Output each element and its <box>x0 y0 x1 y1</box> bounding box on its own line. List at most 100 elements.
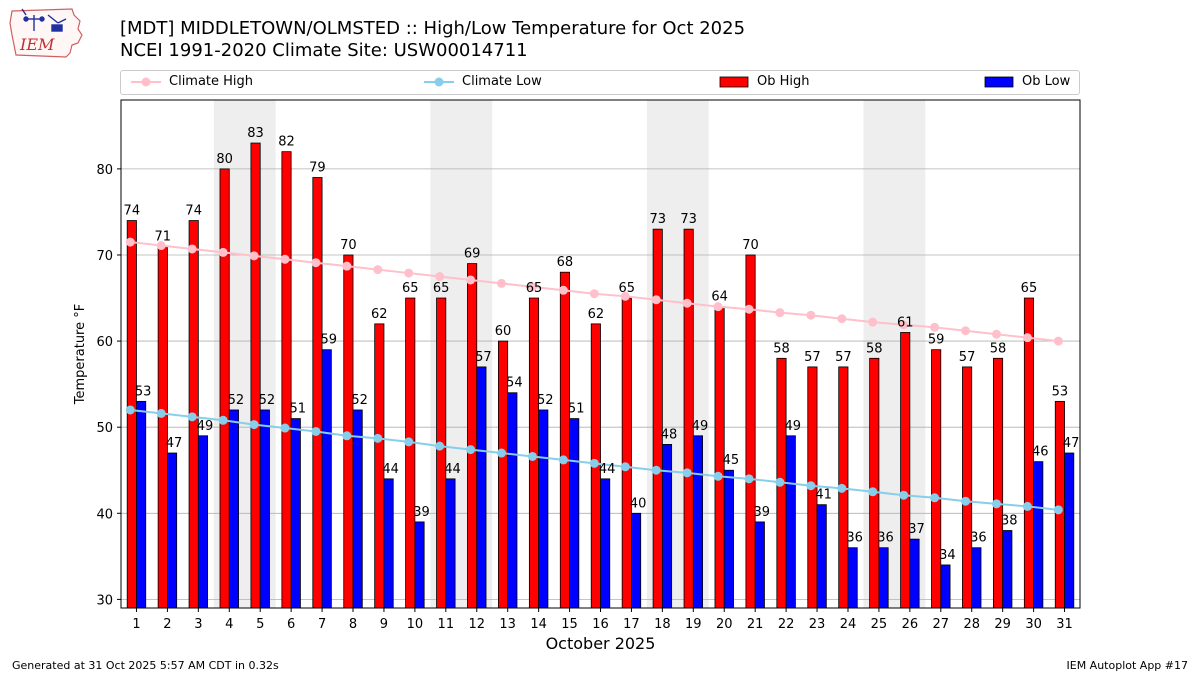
climate-low-point <box>280 423 290 433</box>
ob-low-label: 57 <box>475 350 492 365</box>
ob-low-label: 53 <box>135 384 152 399</box>
generated-note: Generated at 31 Oct 2025 5:57 AM CDT in … <box>12 659 279 672</box>
ob-high-label: 57 <box>804 350 821 365</box>
ob-high-label: 79 <box>309 160 326 175</box>
x-tick-label: 30 <box>1025 617 1042 632</box>
y-tick-label: 30 <box>96 593 113 608</box>
ob-low-label: 51 <box>568 402 585 417</box>
ob-low-label: 36 <box>877 531 894 546</box>
ob-low-bar <box>321 349 332 609</box>
x-tick-label: 29 <box>994 617 1011 632</box>
title-line-2: NCEI 1991-2020 Climate Site: USW00014711 <box>120 40 528 61</box>
climate-high-point <box>589 289 599 299</box>
ob-low-bar <box>414 521 425 609</box>
climate-high-point <box>806 310 816 320</box>
ob-high-bar <box>281 151 292 609</box>
ob-high-bar <box>250 142 261 609</box>
climate-high-point <box>125 237 135 247</box>
ob-high-bar <box>931 349 942 609</box>
x-tick-label: 13 <box>499 617 516 632</box>
x-tick-label: 9 <box>380 617 388 632</box>
climate-low-point <box>837 483 847 493</box>
ob-high-label: 58 <box>773 341 790 356</box>
ob-low-bar <box>569 418 580 609</box>
legend-item-ob-low: Ob Low <box>984 74 1070 89</box>
weather-station-icon <box>21 8 67 32</box>
climate-high-point <box>930 322 940 332</box>
climate-low-point <box>249 420 259 430</box>
climate-high-point <box>311 258 321 268</box>
x-tick-label: 21 <box>747 617 764 632</box>
ob-low-label: 34 <box>939 548 956 563</box>
climate-high-point <box>404 268 414 278</box>
ob-high-label: 65 <box>619 281 636 296</box>
climate-high-point <box>342 261 352 271</box>
ob-high-bar <box>559 271 570 609</box>
ob-low-label: 51 <box>290 402 307 417</box>
ob-high-label: 69 <box>464 247 481 262</box>
x-tick-label: 16 <box>592 617 609 632</box>
ob-low-bar <box>940 564 951 609</box>
ob-high-label: 53 <box>1052 384 1069 399</box>
ob-high-label: 70 <box>340 238 357 253</box>
x-tick-label: 27 <box>933 617 950 632</box>
climate-high-point <box>899 320 909 330</box>
ob-low-swatch-icon <box>984 76 1014 87</box>
ob-high-label: 74 <box>124 204 141 219</box>
ob-low-label: 52 <box>537 393 554 408</box>
ob-high-label: 57 <box>835 350 852 365</box>
climate-low-point <box>218 415 228 425</box>
climate-high-point <box>651 295 661 305</box>
ob-high-label: 58 <box>866 341 883 356</box>
ob-high-label: 74 <box>185 204 202 219</box>
iem-logo: IEM <box>9 8 83 58</box>
climate-low-point <box>651 465 661 475</box>
ob-high-label: 73 <box>680 212 697 227</box>
legend-label-climate-high: Climate High <box>169 74 254 89</box>
ob-low-label: 39 <box>754 505 771 520</box>
logo-text: IEM <box>19 35 55 54</box>
ob-high-label: 59 <box>928 333 945 348</box>
climate-high-point <box>558 285 568 295</box>
ob-low-label: 36 <box>846 531 863 546</box>
climate-high-point <box>497 278 507 288</box>
climate-low-point <box>620 462 630 472</box>
climate-low-point <box>187 412 197 422</box>
ob-low-bar <box>1064 452 1075 609</box>
x-tick-label: 20 <box>716 617 733 632</box>
ob-low-label: 49 <box>784 419 801 434</box>
climate-low-point <box>806 481 816 491</box>
ob-low-label: 39 <box>413 505 430 520</box>
x-tick-label: 23 <box>809 617 826 632</box>
x-tick-label: 24 <box>840 617 857 632</box>
climate-low-point <box>497 448 507 458</box>
ob-high-label: 71 <box>154 229 171 244</box>
climate-high-point <box>991 329 1001 339</box>
ob-low-label: 47 <box>1063 436 1080 451</box>
ob-high-bar <box>157 245 168 609</box>
ob-low-bar <box>383 478 394 609</box>
climate-low-point <box>311 426 321 436</box>
climate-high-point <box>249 251 259 261</box>
ob-high-bar <box>126 220 137 609</box>
climate-high-point <box>187 244 197 254</box>
climate-high-point <box>435 272 445 282</box>
legend-label-climate-low: Climate Low <box>462 74 542 89</box>
climate-low-point <box>991 499 1001 509</box>
ob-low-label: 44 <box>382 462 399 477</box>
climate-low-point <box>156 408 166 418</box>
climate-high-point <box>466 275 476 285</box>
ob-low-bar <box>661 444 673 609</box>
ob-low-bar <box>167 452 178 609</box>
climate-high-point <box>837 314 847 324</box>
climate-low-line-icon <box>424 77 454 86</box>
ob-low-bar <box>692 435 703 609</box>
x-tick-label: 22 <box>778 617 795 632</box>
x-tick-label: 11 <box>438 617 455 632</box>
ob-low-label: 52 <box>228 393 245 408</box>
legend-label-ob-high: Ob High <box>757 74 810 89</box>
climate-low-point <box>682 468 692 478</box>
ob-high-bar <box>900 332 911 609</box>
y-tick-label: 70 <box>96 249 113 264</box>
